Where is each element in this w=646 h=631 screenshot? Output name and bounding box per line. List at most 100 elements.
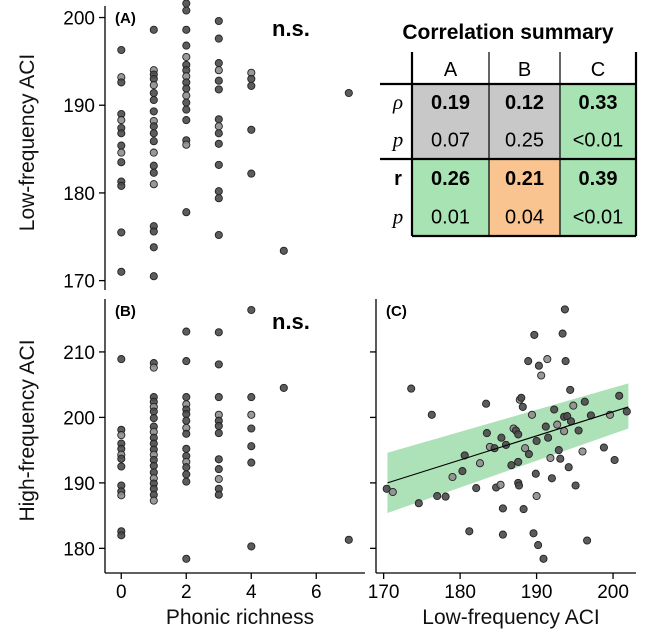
data-point [247, 458, 256, 467]
regression-line [387, 406, 629, 484]
data-point [527, 410, 537, 419]
data-point [553, 420, 562, 429]
data-point [537, 371, 546, 380]
table-cell-value: <0.01 [573, 130, 624, 152]
data-point [569, 401, 578, 410]
correlation-summary-table: Correlation summary A B C 0.19 0.12 0.33 ρ 0.07 0… [380, 21, 638, 238]
table-cell-bg [489, 159, 560, 197]
data-point [532, 491, 541, 501]
data-point [214, 160, 223, 169]
data-point [524, 357, 533, 366]
data-point [149, 137, 158, 146]
data-point [214, 429, 223, 438]
table-cell-value: 0.26 [431, 168, 470, 190]
data-point [560, 427, 569, 436]
data-point [247, 442, 256, 451]
x-tick-label: 200 [597, 582, 629, 603]
data-point [149, 25, 158, 34]
data-point [182, 327, 191, 336]
table-row-label: p [391, 205, 404, 229]
table-cell-bg [560, 197, 636, 236]
data-point [514, 457, 523, 466]
data-point [541, 422, 550, 431]
x-tick-label: 6 [311, 582, 322, 603]
data-point [182, 52, 191, 62]
data-point [149, 168, 158, 177]
data-point [529, 529, 538, 538]
data-point [149, 161, 158, 170]
data-point [117, 78, 126, 87]
data-point [580, 397, 589, 406]
data-point [149, 180, 158, 189]
data-point [117, 267, 126, 276]
data-point [524, 450, 533, 459]
data-point [388, 487, 397, 497]
data-point [214, 66, 223, 75]
data-point [182, 140, 191, 149]
data-point [182, 6, 191, 15]
data-point [554, 446, 563, 455]
data-point [182, 208, 191, 217]
table-title: Correlation summary [402, 21, 614, 44]
data-point [247, 74, 256, 83]
table-cell-value: 0.07 [431, 130, 470, 152]
table-cell-value: 0.01 [431, 207, 470, 229]
data-point [514, 430, 523, 439]
data-point [117, 228, 126, 237]
data-point [247, 125, 256, 134]
data-point [117, 431, 126, 440]
data-point [117, 158, 126, 167]
data-point [475, 459, 485, 468]
data-point [149, 227, 158, 236]
data-point [550, 405, 559, 414]
table-column-header: C [591, 59, 605, 81]
table-row-label: p [391, 128, 404, 152]
data-point [214, 455, 223, 464]
data-point [543, 355, 552, 364]
panel-b: 180 190 200 210 0 2 4 6 High-frequency ACI Phonic… [16, 299, 365, 629]
data-point [441, 492, 450, 501]
data-point [117, 355, 126, 364]
data-point [149, 148, 158, 157]
data-point [496, 480, 505, 489]
data-point [214, 230, 223, 240]
significance-label: n.s. [272, 16, 310, 41]
data-point [497, 433, 506, 442]
table-column-header: B [518, 59, 531, 81]
data-point [247, 393, 256, 402]
table-cell-bg [412, 197, 489, 236]
data-point [427, 410, 436, 419]
data-point [182, 463, 191, 472]
data-point [182, 105, 191, 114]
y-tick-label: 210 [63, 343, 95, 364]
data-point [117, 462, 126, 471]
data-point [547, 474, 556, 483]
y-tick-label: 190 [63, 96, 95, 117]
data-point [560, 305, 569, 314]
data-point [448, 472, 457, 482]
table-cell-bg [560, 159, 636, 197]
x-tick-label: 170 [368, 582, 400, 603]
data-point [498, 530, 507, 539]
data-point [149, 95, 158, 105]
data-point [182, 554, 191, 563]
data-point [599, 443, 608, 452]
x-tick-label: 2 [181, 582, 192, 603]
data-point [149, 122, 158, 131]
table-cell-bg [412, 159, 489, 197]
data-point [214, 139, 223, 148]
data-point [558, 329, 567, 338]
data-point [214, 360, 223, 369]
data-point [279, 383, 288, 392]
data-point [534, 541, 543, 550]
data-point [117, 129, 126, 138]
y-tick-label: 200 [63, 408, 95, 429]
data-point [149, 107, 158, 116]
data-point [571, 481, 580, 490]
data-point [530, 330, 539, 339]
data-point [182, 393, 191, 402]
data-point [518, 402, 527, 411]
data-point [574, 426, 583, 435]
panel-label: (B) [115, 303, 136, 320]
data-point [498, 504, 507, 513]
